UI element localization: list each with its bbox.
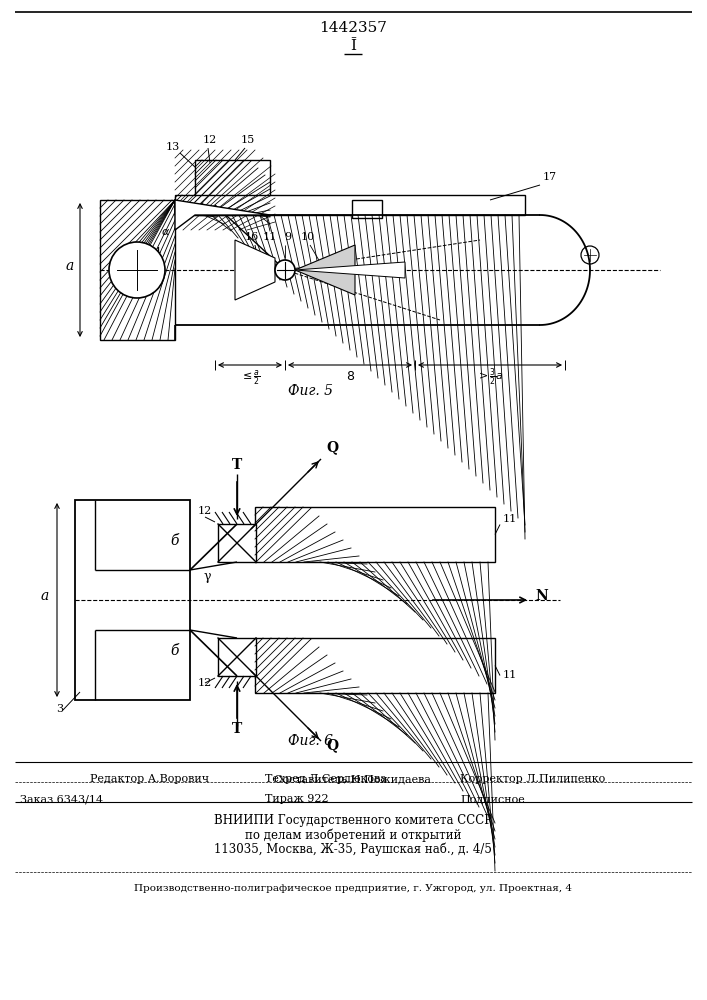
Text: 14: 14 [148, 247, 162, 257]
Text: α: α [161, 227, 169, 237]
Bar [175, 195, 525, 215]
Text: $\leq\frac{a}{2}$: $\leq\frac{a}{2}$ [240, 368, 260, 387]
Text: 11: 11 [503, 514, 517, 524]
Text: Составитель Н.Пожидаева: Составитель Н.Пожидаева [274, 774, 431, 784]
Text: Техред Л.Сердюкова: Техред Л.Сердюкова [265, 774, 387, 784]
Text: Ī: Ī [350, 39, 356, 53]
Text: Q: Q [326, 738, 338, 752]
Text: Фиг. 6: Фиг. 6 [288, 734, 332, 748]
Bar [255, 507, 495, 562]
Text: 11: 11 [503, 670, 517, 680]
Text: a: a [41, 589, 49, 603]
Bar [195, 160, 270, 215]
Text: 8: 8 [346, 370, 354, 383]
Text: 10: 10 [301, 232, 315, 242]
Text: 113035, Москва, Ж-35, Раушская наб., д. 4/5: 113035, Москва, Ж-35, Раушская наб., д. … [214, 842, 492, 856]
Text: Производственно-полиграфическое предприятие, г. Ужгород, ул. Проектная, 4: Производственно-полиграфическое предприя… [134, 884, 572, 893]
Text: Подписное: Подписное [460, 794, 525, 804]
Text: 12: 12 [198, 506, 212, 516]
Text: Редактор А.Ворович: Редактор А.Ворович [90, 774, 209, 784]
Text: 12: 12 [203, 135, 217, 145]
Bar [75, 500, 190, 700]
Bar [352, 200, 382, 218]
Bar [255, 638, 495, 693]
Text: Корректор Л.Пилипенко: Корректор Л.Пилипенко [460, 774, 605, 784]
Bar [218, 524, 256, 562]
Text: б: б [171, 534, 180, 548]
Text: Заказ 6343/14: Заказ 6343/14 [20, 794, 103, 804]
Text: по делам изобретений и открытий: по делам изобретений и открытий [245, 828, 461, 842]
Text: 12: 12 [198, 678, 212, 688]
Text: T: T [232, 458, 242, 472]
Bar [218, 638, 256, 676]
Circle shape [109, 242, 165, 298]
Text: 15: 15 [241, 135, 255, 145]
Text: 3: 3 [57, 704, 64, 714]
Text: ВНИИПИ Государственного комитета СССР: ВНИИПИ Государственного комитета СССР [214, 814, 492, 827]
Polygon shape [235, 240, 275, 300]
Text: 13: 13 [166, 142, 180, 152]
Polygon shape [295, 262, 405, 278]
Text: T: T [232, 722, 242, 736]
Bar [100, 200, 175, 340]
Text: N: N [535, 589, 548, 603]
Text: Тираж 922: Тираж 922 [265, 794, 329, 804]
Text: 1442357: 1442357 [319, 21, 387, 35]
Circle shape [275, 260, 295, 280]
Text: 16: 16 [245, 232, 259, 242]
Text: 9: 9 [284, 232, 291, 242]
Text: a: a [66, 259, 74, 273]
Polygon shape [175, 200, 270, 230]
Text: Фиг. 5: Фиг. 5 [288, 384, 332, 398]
Polygon shape [295, 245, 355, 295]
Text: 11: 11 [263, 232, 277, 242]
Text: γ: γ [203, 570, 211, 583]
Text: Q: Q [326, 440, 338, 454]
Text: б: б [171, 644, 180, 658]
Text: $>\frac{3}{2}a$: $>\frac{3}{2}a$ [476, 366, 504, 388]
Text: 17: 17 [543, 172, 557, 182]
